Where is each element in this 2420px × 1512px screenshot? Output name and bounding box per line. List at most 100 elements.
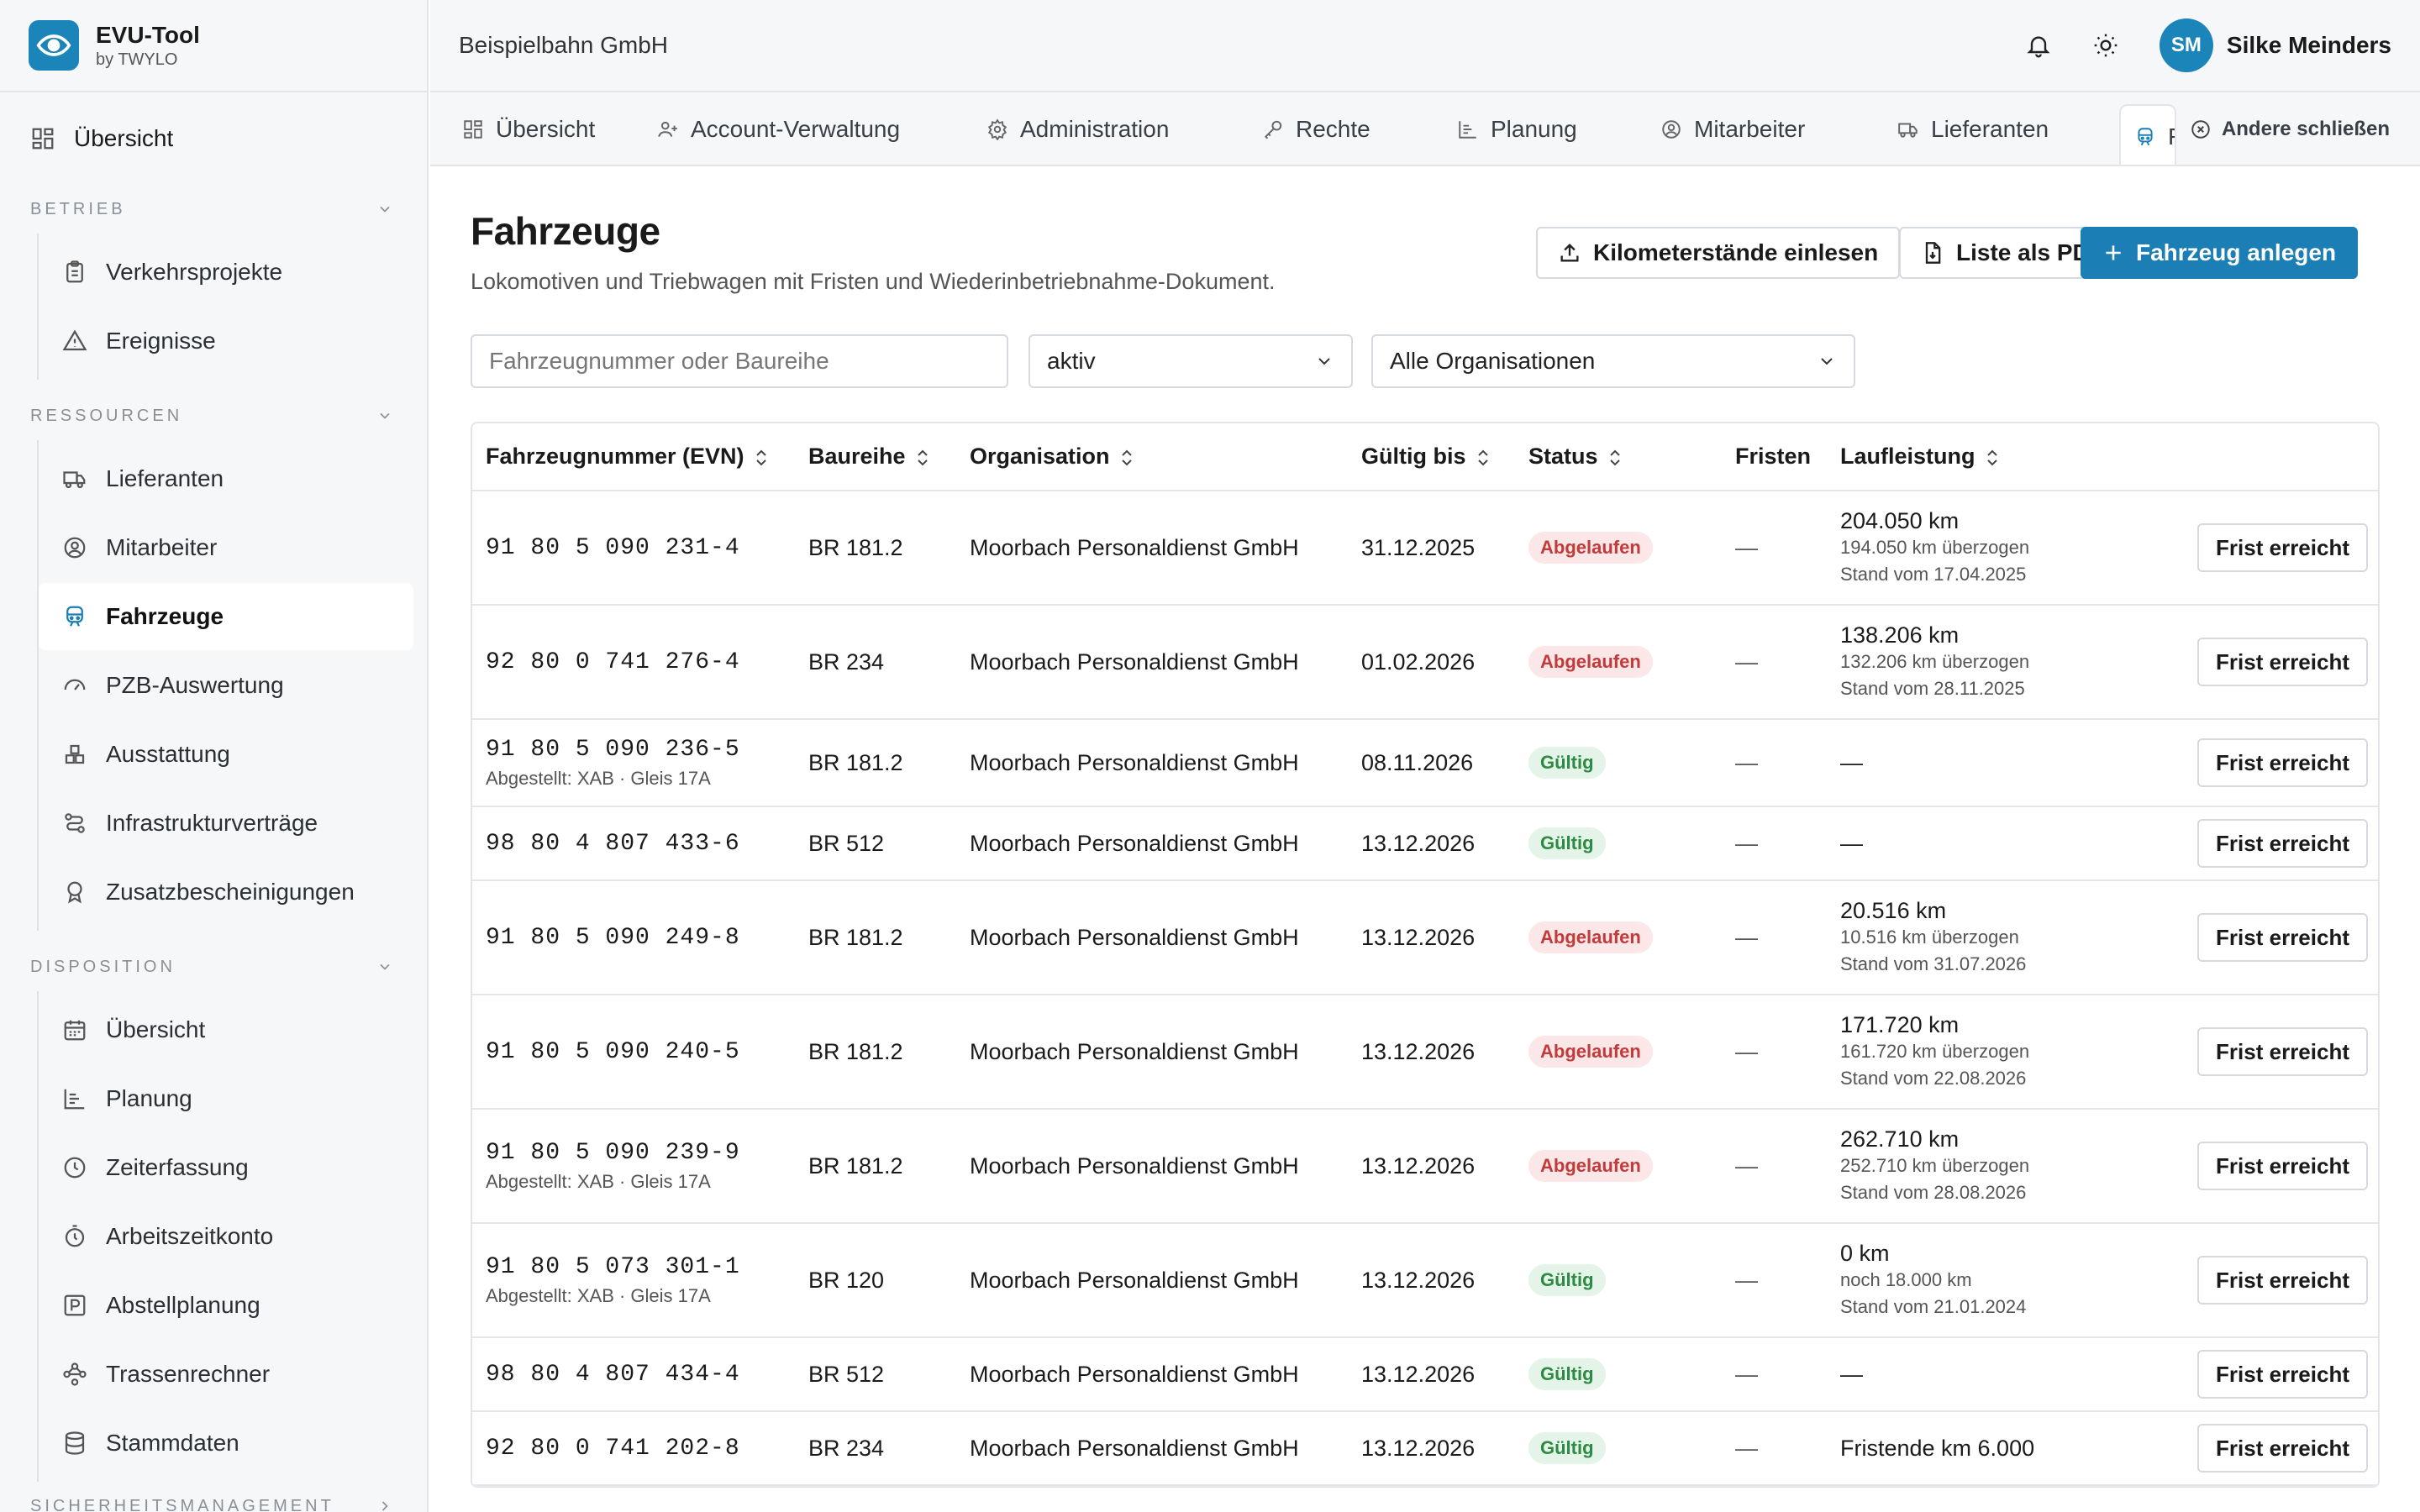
table-row[interactable]: 91 80 5 073 301-1 Abgestellt: XAB · Gleis… — [472, 1223, 2378, 1338]
table-row[interactable]: 91 80 5 090 236-5 Abgestellt: XAB · Gleis… — [472, 719, 2378, 807]
tab-planung[interactable]: Planung — [1457, 92, 1577, 165]
deadline-reached-button[interactable]: Frist erreicht — [2197, 913, 2368, 962]
cell-laufleistung: Fristende km 6.000 — [1827, 1411, 2180, 1486]
close-other-tabs-button[interactable]: Andere schließen — [2177, 92, 2390, 165]
deadline-reached-button[interactable]: Frist erreicht — [2197, 1027, 2368, 1076]
tab-label: Rechte — [1296, 116, 1370, 142]
cell-gueltig-bis: 31.12.2025 — [1348, 491, 1515, 606]
cell-evn: 92 80 0 741 276-4 — [472, 605, 795, 720]
import-mileage-button[interactable]: Kilometerstände einlesen — [1536, 227, 1901, 279]
deadline-reached-button[interactable]: Frist erreicht — [2197, 1350, 2368, 1399]
status-badge: Abgelaufen — [1528, 921, 1653, 953]
sidebar-item-ereignisse[interactable]: Ereignisse — [39, 307, 413, 375]
tab-account-verwaltung[interactable]: Account-Verwaltung — [657, 92, 900, 165]
status-select[interactable]: aktiv — [1028, 334, 1353, 388]
organization-select[interactable]: Alle Organisationen — [1371, 334, 1855, 388]
cell-gueltig-bis: 13.12.2026 — [1348, 806, 1515, 881]
sidebar-item-label: Abstellplanung — [106, 1292, 260, 1318]
sidebar-item-ausstattung[interactable]: Ausstattung — [39, 721, 413, 788]
search-input[interactable] — [489, 348, 990, 375]
sidebar-item-trassenrechner[interactable]: Trassenrechner — [39, 1341, 413, 1408]
brand[interactable]: EVU-Tool by TWYLO — [0, 0, 427, 92]
cell-evn: 91 80 5 090 240-5 — [472, 995, 795, 1110]
add-vehicle-button[interactable]: Fahrzeug anlegen — [2081, 227, 2359, 279]
deadline-reached-button[interactable]: Frist erreicht — [2197, 738, 2368, 787]
column-header-organisation[interactable]: Organisation — [956, 423, 1348, 491]
search-field[interactable] — [471, 334, 1008, 388]
cell-fristen: — — [1722, 880, 1827, 995]
mileage-detail: noch 18.000 km — [1840, 1268, 1972, 1290]
sidebar-item-fahrzeuge[interactable]: Fahrzeuge — [39, 583, 413, 650]
table-row[interactable]: 91 80 5 090 231-4 BR 181.2 Moorbach Person… — [472, 491, 2378, 606]
sidebar-item-stammdaten[interactable]: Stammdaten — [39, 1410, 413, 1477]
section-header-betrieb[interactable]: Betrieb — [0, 185, 427, 234]
section-header-ressourcen[interactable]: Ressourcen — [0, 391, 427, 440]
section-title: Disposition — [30, 957, 176, 976]
cell-organisation: Moorbach Personaldienst GmbH — [956, 1337, 1348, 1412]
sidebar-item-pzb-auswertung[interactable]: PZB-Auswertung — [39, 652, 413, 719]
table-row[interactable]: 91 80 5 090 239-9 Abgestellt: XAB · Gleis… — [472, 1109, 2378, 1224]
table-row[interactable]: 98 80 4 807 433-6 BR 512 Moorbach Personal… — [472, 806, 2378, 881]
cell-laufleistung: — — [1827, 1337, 2180, 1412]
sidebar-item-lieferanten[interactable]: Lieferanten — [39, 445, 413, 512]
cell-evn: 91 80 5 073 301-1 Abgestellt: XAB · Gleis… — [472, 1223, 795, 1338]
sort-icon — [1984, 448, 2001, 468]
column-header-gueltig-bis[interactable]: Gültig bis — [1348, 423, 1515, 491]
column-header-status[interactable]: Status — [1515, 423, 1722, 491]
vehicle-number: 91 80 5 073 301-1 — [486, 1253, 740, 1280]
sidebar-item-uebersicht[interactable]: Übersicht — [0, 92, 427, 185]
deadline-reached-button[interactable]: Frist erreicht — [2197, 819, 2368, 868]
cell-status: Abgelaufen — [1515, 1109, 1722, 1224]
sidebar-item-infrastrukturvertraege[interactable]: Infrastrukturverträge — [39, 790, 413, 857]
tab-label: Administration — [1020, 116, 1170, 142]
column-header-evn[interactable]: Fahrzeugnummer (EVN) — [472, 423, 795, 491]
avatar[interactable]: SM — [2159, 18, 2213, 72]
cell-baureihe: BR 181.2 — [795, 491, 956, 606]
cell-baureihe: BR 181.2 — [795, 719, 956, 807]
deadline-reached-button[interactable]: Frist erreicht — [2197, 1142, 2368, 1190]
table-row[interactable]: 92 80 0 741 202-8 BR 234 Moorbach Personal… — [472, 1411, 2378, 1486]
sidebar-item-abstellplanung[interactable]: Abstellplanung — [39, 1272, 413, 1339]
deadline-reached-button[interactable]: Frist erreicht — [2197, 1256, 2368, 1305]
status-badge: Abgelaufen — [1528, 1036, 1653, 1068]
vehicle-number: 91 80 5 090 231-4 — [486, 534, 740, 561]
table-row[interactable]: 98 80 4 807 434-4 BR 512 Moorbach Personal… — [472, 1337, 2378, 1412]
tab-administration[interactable]: Administration — [986, 92, 1170, 165]
sidebar-item-zusatzbescheinigungen[interactable]: Zusatzbescheinigungen — [39, 858, 413, 926]
bell-icon[interactable] — [2013, 20, 2064, 71]
tab-rechte[interactable]: Rechte — [1262, 92, 1370, 165]
tab-fahrzeuge[interactable]: F — [2119, 104, 2176, 165]
cell-status: Abgelaufen — [1515, 880, 1722, 995]
main-content: Fahrzeuge Lokomotiven und Triebwagen mit… — [430, 168, 2420, 1512]
gantt-icon — [62, 1086, 87, 1111]
user-name[interactable]: Silke Meinders — [2226, 32, 2391, 58]
mileage-value: 0 km — [1840, 1240, 1890, 1266]
deadline-reached-button[interactable]: Frist erreicht — [2197, 1424, 2368, 1473]
key-icon — [1262, 118, 1284, 140]
sidebar-item-verkehrsprojekte[interactable]: Verkehrsprojekte — [39, 239, 413, 306]
sort-icon — [1607, 448, 1623, 468]
tab-uebersicht[interactable]: Übersicht — [462, 92, 595, 165]
cell-organisation: Moorbach Personaldienst GmbH — [956, 880, 1348, 995]
tab-lieferanten[interactable]: Lieferanten — [1897, 92, 2049, 165]
sidebar-item-planung[interactable]: Planung — [39, 1065, 413, 1132]
section-header-disposition[interactable]: Disposition — [0, 942, 427, 991]
cell-gueltig-bis: 13.12.2026 — [1348, 995, 1515, 1110]
sidebar-item-zeiterfassung[interactable]: Zeiterfassung — [39, 1134, 413, 1201]
column-header-baureihe[interactable]: Baureihe — [795, 423, 956, 491]
table-row[interactable]: 92 80 0 741 276-4 BR 234 Moorbach Personal… — [472, 605, 2378, 720]
deadline-reached-button[interactable]: Frist erreicht — [2197, 638, 2368, 686]
cell-status: Gültig — [1515, 1411, 1722, 1486]
section-header-sicherheitsmanagement[interactable]: Sicherheitsmanagement — [0, 1482, 427, 1512]
mileage-date: Stand vom 28.11.2025 — [1840, 677, 2025, 699]
deadline-reached-button[interactable]: Frist erreicht — [2197, 523, 2368, 572]
tab-mitarbeiter[interactable]: Mitarbeiter — [1660, 92, 1805, 165]
table-row[interactable]: 91 80 5 090 249-8 BR 181.2 Moorbach Person… — [472, 880, 2378, 995]
table-row[interactable]: 91 80 5 090 240-5 BR 181.2 Moorbach Person… — [472, 995, 2378, 1110]
sidebar-item-mitarbeiter[interactable]: Mitarbeiter — [39, 514, 413, 581]
sidebar-item-dispo-uebersicht[interactable]: Übersicht — [39, 996, 413, 1063]
sidebar-item-arbeitszeitkonto[interactable]: Arbeitszeitkonto — [39, 1203, 413, 1270]
sun-icon[interactable] — [2081, 20, 2131, 71]
cell-evn: 92 80 0 741 202-8 — [472, 1411, 795, 1486]
column-header-laufleistung[interactable]: Laufleistung — [1827, 423, 2180, 491]
